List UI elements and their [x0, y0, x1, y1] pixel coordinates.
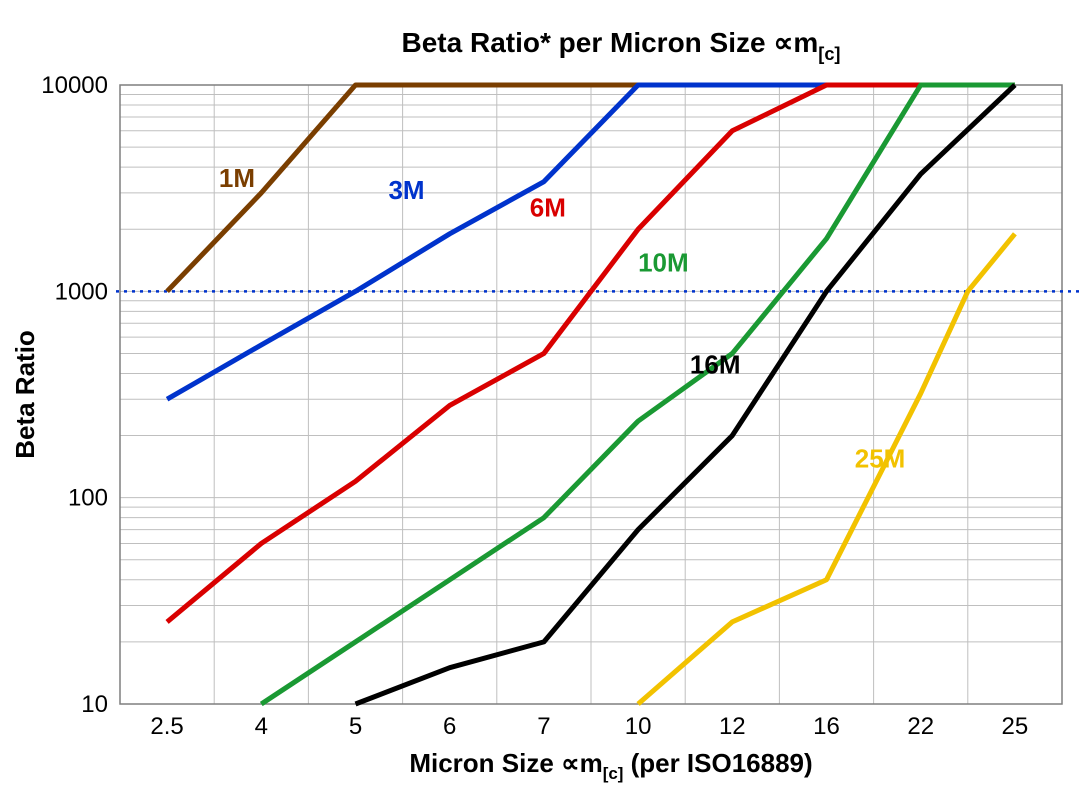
x-tick-label: 2.5: [150, 713, 183, 740]
x-tick-label: 5: [349, 713, 362, 740]
x-tick-label: 7: [537, 713, 550, 740]
x-tick-label: 10: [625, 713, 652, 740]
x-tick-label: 22: [907, 713, 934, 740]
series-label-16M: 16M: [690, 349, 741, 379]
x-tick-label: 12: [719, 713, 746, 740]
y-tick-label: 1000: [55, 278, 108, 305]
beta-ratio-chart: 10 100 1000 10000 2.5 4 5 6 7 10 12 16 22 25 1M 3M 6M 10M…: [0, 0, 1084, 798]
x-tick-label: 4: [255, 713, 268, 740]
y-axis-label: Beta Ratio: [10, 330, 40, 459]
series-label-10M: 10M: [638, 247, 689, 277]
chart-svg: 10 100 1000 10000 2.5 4 5 6 7 10 12 16 22 25 1M 3M 6M 10M…: [0, 0, 1084, 798]
y-tick-label: 10: [81, 691, 108, 718]
y-tick-label: 10000: [41, 72, 108, 99]
series-label-3M: 3M: [388, 175, 424, 205]
series-label-6M: 6M: [530, 193, 566, 223]
series-label-25M: 25M: [855, 444, 906, 474]
x-tick-label: 16: [813, 713, 840, 740]
x-tick-label: 25: [1002, 713, 1029, 740]
x-tick-label: 6: [443, 713, 456, 740]
chart-title: Beta Ratio* per Micron Size ∝m[c]: [402, 27, 841, 64]
y-tick-label: 100: [68, 485, 108, 512]
x-axis-label: Micron Size ∝m[c] (per ISO16889): [409, 748, 812, 783]
series-label-1M: 1M: [219, 163, 255, 193]
